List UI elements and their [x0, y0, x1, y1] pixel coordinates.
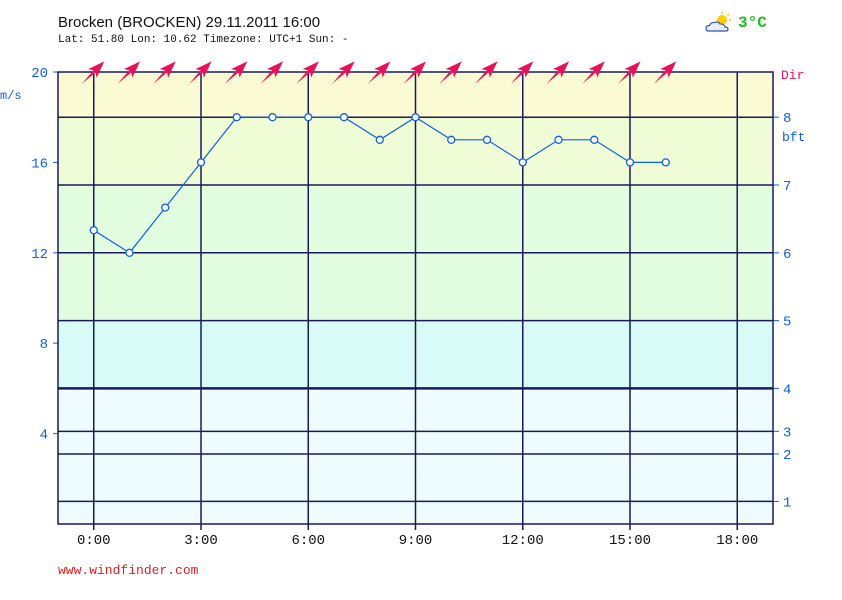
wind-arrow-shape	[81, 61, 105, 85]
y-tick-label: 12	[31, 247, 48, 263]
wind-arrow	[153, 61, 176, 85]
wind-speed-point	[196, 158, 206, 167]
chart-grid: 0:00 3:00 6:00 9:00 12:00 15:00 18:00123456784…	[31, 66, 791, 549]
y-tick-label: 8	[40, 337, 48, 353]
x-tick-label: 9:00	[399, 533, 433, 549]
direction-label: Dir	[781, 68, 804, 83]
x-tick-label: 18:00	[716, 533, 758, 549]
wind-arrow	[653, 61, 677, 85]
wind-speed-point	[518, 158, 527, 167]
wind-arrow	[617, 61, 641, 85]
wind-speed-point	[232, 113, 241, 122]
wind-speed-point	[89, 226, 98, 235]
temperature-value: 3°C	[738, 14, 767, 32]
bft-tick-label: 4	[783, 382, 791, 398]
wind-arrow	[260, 61, 284, 85]
wind-arrow-shape	[474, 61, 498, 85]
wind-speed-point	[554, 135, 563, 144]
wind-arrow-shape	[439, 61, 462, 85]
bft-tick-label: 2	[783, 448, 791, 464]
wind-arrow-shape	[546, 61, 570, 85]
wind-speed-point	[447, 135, 456, 144]
wind-speed-point	[482, 135, 492, 144]
wind-speed-point	[125, 248, 134, 257]
wind-speed-point	[625, 158, 635, 167]
x-tick-label: 0:00	[77, 533, 111, 549]
left-axis-label: m/s	[0, 89, 22, 103]
partly-cloudy-icon	[705, 12, 731, 32]
wind-arrow	[582, 61, 605, 85]
wind-direction-arrows	[81, 61, 677, 85]
current-weather: 3°C	[704, 12, 767, 34]
wind-arrow	[296, 61, 319, 85]
wind-arrow	[474, 61, 498, 85]
axis-labels: m/s bft Dir	[0, 68, 805, 145]
bft-tick-label: 5	[783, 315, 791, 331]
wind-arrow	[403, 61, 427, 85]
wind-speed-point	[411, 113, 420, 122]
x-tick-label: 3:00	[184, 533, 218, 549]
wind-arrow	[367, 61, 391, 85]
wind-arrow	[224, 61, 248, 85]
right-axis-label: bft	[782, 130, 805, 145]
wind-arrow-shape	[582, 61, 605, 85]
y-tick-label: 20	[31, 66, 48, 82]
wind-arrow-shape	[617, 61, 641, 85]
wind-arrow	[510, 61, 534, 85]
bft-tick-label: 6	[783, 247, 791, 263]
wind-arrow-shape	[653, 61, 677, 85]
wind-arrow-shape	[188, 61, 212, 85]
x-tick-label: 6:00	[291, 533, 325, 549]
wind-arrow-shape	[260, 61, 284, 85]
wind-arrow-shape	[510, 61, 534, 85]
wind-arrow-shape	[296, 61, 319, 85]
wind-arrow	[331, 61, 355, 85]
wind-speed-point	[590, 135, 599, 144]
wind-arrow	[546, 61, 570, 85]
wind-arrow-shape	[117, 61, 141, 85]
y-tick-label: 4	[40, 428, 48, 444]
y-tick-label: 16	[31, 156, 48, 172]
wind-arrow-shape	[224, 61, 248, 85]
x-tick-label: 12:00	[502, 533, 544, 549]
wind-arrow-shape	[403, 61, 427, 85]
x-tick-label: 15:00	[609, 533, 651, 549]
wind-arrow	[117, 61, 141, 85]
wind-arrow	[188, 61, 212, 85]
bft-tick-label: 1	[783, 495, 791, 511]
wind-speed-point	[661, 158, 670, 167]
wind-speed-point	[339, 113, 349, 122]
wind-arrow	[81, 61, 105, 85]
bft-tick-label: 3	[783, 425, 791, 441]
wind-speed-point	[304, 113, 313, 122]
wind-arrow	[439, 61, 462, 85]
wind-arrow-shape	[331, 61, 355, 85]
footer-link[interactable]: www.windfinder.com	[58, 563, 199, 578]
chart-title: Brocken (BROCKEN) 29.11.2011 16:00	[58, 14, 321, 31]
wind-speed-point	[375, 135, 384, 144]
wind-speed-point	[161, 203, 170, 212]
location-info: Lat: 51.80 Lon: 10.62 Timezone: UTC+1 Su…	[58, 34, 349, 46]
wind-chart: 0:00 3:00 6:00 9:00 12:00 15:00 18:00123456784…	[0, 61, 805, 549]
wind-arrow-shape	[153, 61, 176, 85]
bft-tick-label: 7	[783, 179, 791, 195]
wind-speed-point	[268, 113, 277, 122]
wind-arrow-shape	[367, 61, 391, 85]
wind-speed-series	[89, 113, 670, 257]
bft-tick-label: 8	[783, 111, 791, 127]
